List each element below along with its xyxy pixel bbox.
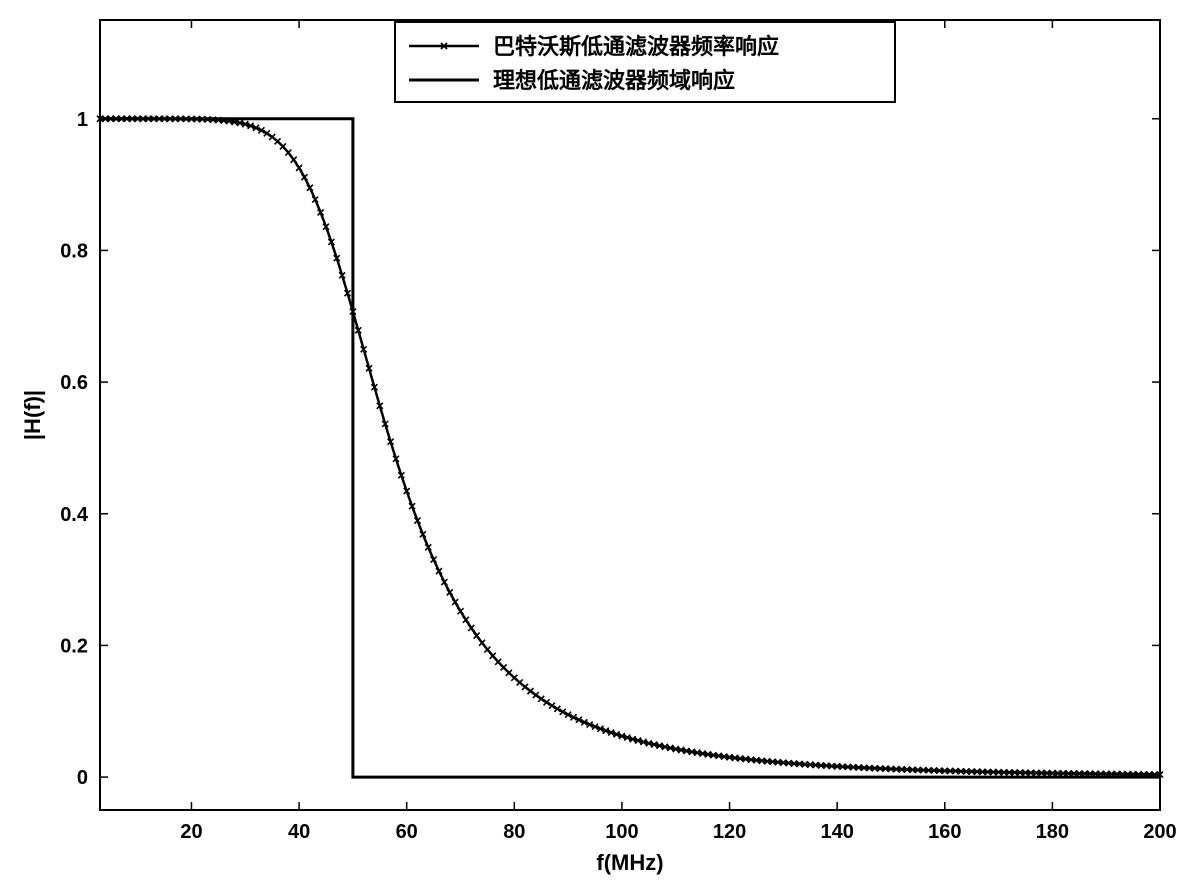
y-tick-label: 0.4	[60, 504, 89, 526]
x-tick-label: 100	[605, 821, 638, 843]
x-tick-label: 80	[503, 821, 525, 843]
series-butterworth	[100, 119, 1160, 775]
x-tick-label: 120	[713, 821, 746, 843]
legend-item-label: 巴特沃斯低通滤波器频率响应	[493, 34, 779, 59]
y-tick-label: 0.8	[60, 240, 88, 262]
y-tick-label: 0	[77, 767, 88, 789]
x-tick-label: 60	[396, 821, 418, 843]
legend-item-label: 理想低通滤波器频域响应	[493, 68, 735, 93]
x-tick-label: 160	[928, 821, 961, 843]
series-ideal	[100, 119, 1160, 777]
x-tick-label: 40	[288, 821, 310, 843]
y-tick-label: 0.2	[60, 635, 88, 657]
x-tick-label: 20	[180, 821, 202, 843]
legend: 巴特沃斯低通滤波器频率响应理想低通滤波器频域响应	[395, 22, 895, 102]
y-axis-label: |H(f)|	[20, 390, 45, 440]
chart-svg: 20 40 60 80 100 120 140 160 180 200 0 0.2 0.4 0.6 0.8 1…	[0, 0, 1186, 888]
x-tick-label: 180	[1036, 821, 1069, 843]
butterworth-markers	[97, 116, 1163, 778]
x-tick-label: 140	[820, 821, 853, 843]
x-axis-label: f(MHz)	[596, 850, 663, 875]
chart-container: 20 40 60 80 100 120 140 160 180 200 0 0.2 0.4 0.6 0.8 1…	[0, 0, 1186, 888]
x-tick-label: 200	[1143, 821, 1176, 843]
y-tick-label: 1	[77, 109, 88, 131]
plot-border	[100, 20, 1160, 810]
y-tick-label: 0.6	[60, 372, 88, 394]
